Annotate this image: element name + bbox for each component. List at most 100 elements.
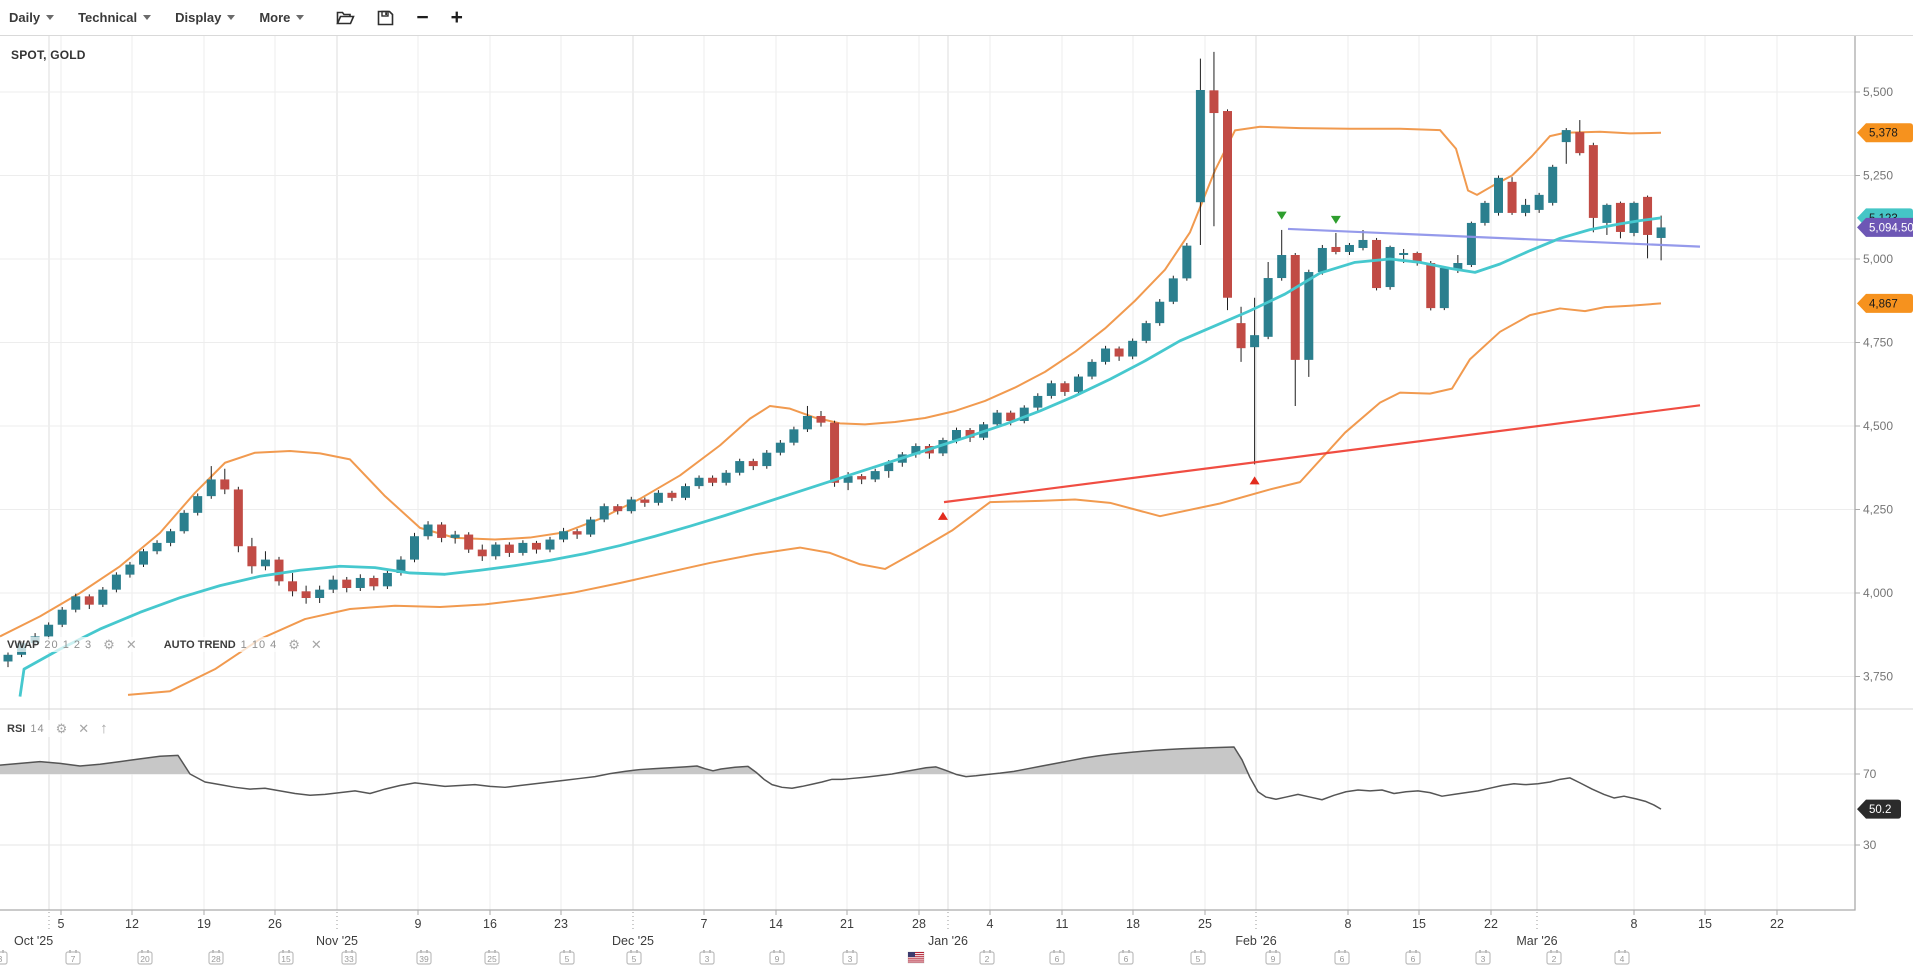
candle[interactable] [152, 542, 162, 552]
technical-menu[interactable]: Technical [78, 10, 152, 25]
bollinger-upper-band-line[interactable] [0, 125, 1662, 638]
calendar-event-icon[interactable]: 6 [1334, 950, 1350, 965]
candle[interactable] [857, 476, 867, 480]
candle[interactable] [599, 506, 609, 520]
candle[interactable] [1182, 245, 1192, 279]
candle[interactable] [1006, 412, 1016, 421]
calendar-event-icon[interactable]: 5 [1190, 950, 1206, 965]
open-folder-icon[interactable] [336, 10, 356, 26]
vwap-remove-icon[interactable]: ✕ [125, 637, 137, 652]
candle[interactable] [1236, 323, 1246, 349]
us-flag-icon[interactable] [907, 951, 925, 964]
candle[interactable] [1019, 407, 1029, 421]
candle[interactable] [802, 415, 812, 430]
candle[interactable] [166, 531, 176, 543]
candle[interactable] [640, 499, 650, 503]
candle[interactable] [491, 544, 501, 557]
calendar-event-icon[interactable]: 9 [769, 950, 785, 965]
candle[interactable] [98, 589, 108, 605]
candle[interactable] [1561, 130, 1571, 143]
candle[interactable] [965, 430, 975, 438]
candle[interactable] [301, 591, 311, 599]
candle[interactable] [71, 596, 81, 610]
candle[interactable] [1141, 323, 1151, 341]
candle[interactable] [952, 430, 961, 441]
calendar-event-icon[interactable]: 20 [137, 950, 153, 965]
candle[interactable] [1263, 278, 1273, 337]
candle[interactable] [1602, 204, 1612, 223]
candle[interactable] [1331, 246, 1341, 252]
candle[interactable] [396, 559, 406, 573]
candle[interactable] [410, 536, 419, 560]
calendar-event-icon[interactable]: 39 [416, 950, 432, 965]
candle[interactable] [288, 581, 298, 592]
auto-trend-settings-gear-icon[interactable]: ⚙ [288, 637, 300, 652]
candle[interactable] [1304, 272, 1314, 360]
candle[interactable] [843, 476, 853, 483]
candle[interactable] [423, 524, 433, 537]
candle[interactable] [1399, 252, 1409, 255]
candle[interactable] [1250, 335, 1260, 348]
candle[interactable] [870, 471, 880, 480]
candle[interactable] [884, 462, 894, 472]
candle[interactable] [667, 492, 677, 498]
candle[interactable] [681, 486, 690, 498]
rsi-move-up-arrow-icon[interactable]: ↑ [100, 720, 108, 737]
candle[interactable] [613, 506, 623, 512]
candle[interactable] [1494, 177, 1503, 213]
interval-menu[interactable]: Daily [9, 10, 55, 25]
rsi-remove-icon[interactable]: ✕ [78, 721, 90, 736]
candle[interactable] [3, 654, 13, 662]
candle[interactable] [355, 577, 365, 588]
calendar-event-icon[interactable]: 2 [1546, 950, 1562, 965]
display-menu[interactable]: Display [175, 10, 236, 25]
candle[interactable] [1453, 263, 1463, 271]
candle[interactable] [1060, 383, 1070, 392]
candle[interactable] [518, 542, 528, 553]
candle[interactable] [1209, 90, 1219, 114]
candle[interactable] [1643, 196, 1653, 235]
candle[interactable] [911, 446, 921, 455]
candle[interactable] [139, 551, 148, 565]
candle[interactable] [545, 539, 555, 550]
candle[interactable] [1223, 111, 1232, 298]
bollinger-bands[interactable] [0, 125, 1662, 696]
candle[interactable] [464, 534, 474, 550]
candle[interactable] [220, 479, 230, 490]
candle[interactable] [1344, 244, 1354, 252]
candle[interactable] [369, 577, 379, 587]
candle[interactable] [938, 440, 948, 454]
candle[interactable] [762, 452, 772, 467]
calendar-event-icon[interactable]: 5 [626, 950, 642, 965]
zoom-in-icon[interactable]: + [450, 6, 463, 29]
rsi-settings-gear-icon[interactable]: ⚙ [55, 721, 68, 736]
candle[interactable] [274, 559, 284, 582]
calendar-event-icon[interactable]: 3 [842, 950, 858, 965]
candle[interactable] [559, 531, 569, 540]
price-chart-canvas[interactable]: 5,500 5,250 5,000 4,750 4,500 4,250 4,000 3,750… [0, 35, 1913, 966]
candle[interactable] [342, 579, 352, 588]
rsi-line[interactable] [0, 746, 1662, 810]
calendar-event-icon[interactable]: 33 [341, 950, 357, 965]
candle[interactable] [382, 572, 392, 587]
candle[interactable] [735, 461, 745, 473]
calendar-event-icon[interactable]: 28 [208, 950, 224, 965]
candle[interactable] [572, 531, 582, 535]
candle[interactable] [1507, 181, 1517, 213]
calendar-event-icon[interactable]: 3 [699, 950, 715, 965]
calendar-event-icon[interactable]: 5 [559, 950, 575, 965]
candle[interactable] [125, 564, 135, 575]
calendar-event-icon[interactable]: 6 [1049, 950, 1065, 965]
calendar-event-icon[interactable]: 25 [484, 950, 500, 965]
candle[interactable] [694, 477, 704, 487]
candle[interactable] [775, 442, 785, 453]
bollinger-lower-band-line[interactable] [127, 302, 1662, 696]
candle[interactable] [789, 429, 799, 443]
candle[interactable] [437, 524, 447, 538]
candle[interactable] [57, 609, 67, 625]
candle[interactable] [992, 412, 1002, 425]
candle[interactable] [450, 534, 460, 538]
candle[interactable] [1101, 348, 1111, 362]
auto-trend-resistance-line[interactable] [1287, 227, 1701, 248]
calendar-event-icon[interactable]: 3 [0, 950, 8, 965]
